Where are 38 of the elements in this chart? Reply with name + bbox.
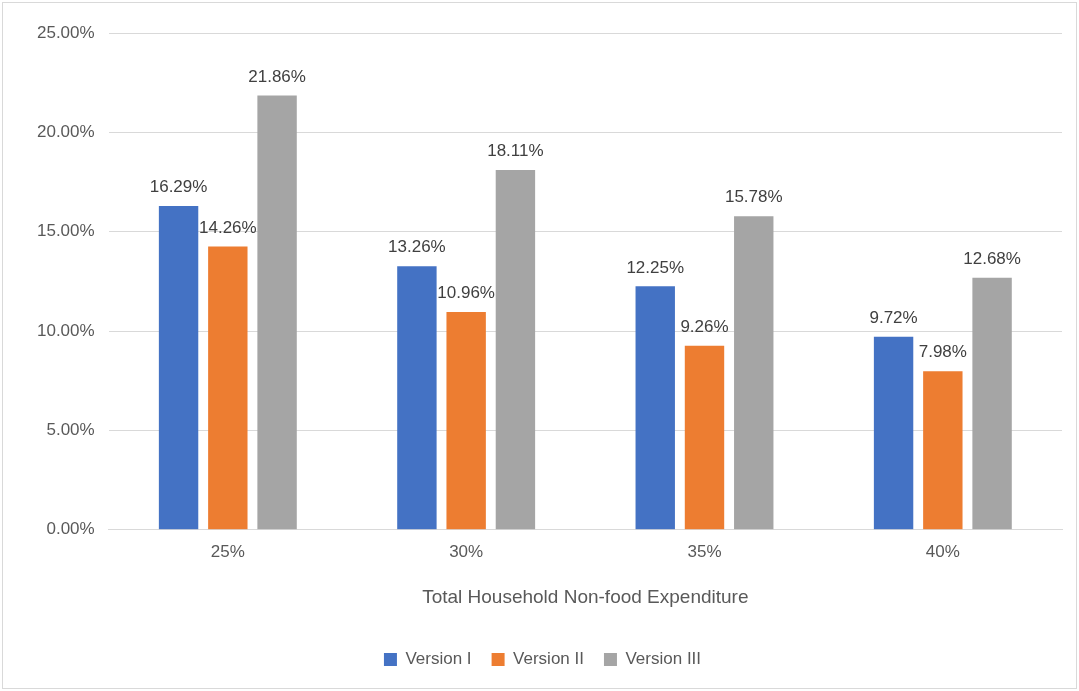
y-tick-label: 5.00% — [46, 420, 95, 440]
bar — [158, 206, 199, 530]
legend-label: Version II — [513, 649, 584, 669]
bar — [923, 371, 963, 530]
x-tick-label: 25% — [210, 541, 245, 561]
x-axis-title: Total Household Non-food Expenditure — [422, 585, 749, 607]
data-label: 7.98% — [918, 342, 967, 362]
y-tick-label: 15.00% — [36, 221, 95, 241]
legend-label: Version I — [405, 649, 472, 669]
bar — [972, 277, 1012, 530]
data-label: 18.11% — [487, 141, 544, 161]
y-tick-label: 0.00% — [46, 519, 95, 539]
data-label: 9.72% — [869, 307, 918, 327]
x-tick-label: 30% — [449, 541, 484, 561]
legend-label: Version III — [625, 649, 702, 669]
data-label: 13.26% — [388, 237, 446, 257]
y-tick-label: 10.00% — [36, 320, 95, 340]
data-label: 15.78% — [724, 187, 783, 207]
x-tick-label: 35% — [687, 541, 722, 561]
bar — [734, 216, 774, 530]
data-label: 10.96% — [437, 283, 495, 303]
bar — [495, 169, 536, 530]
data-label: 12.68% — [963, 249, 1021, 269]
data-label: 16.29% — [149, 177, 208, 197]
y-tick-label: 20.00% — [36, 122, 95, 142]
data-label: 12.25% — [626, 257, 685, 277]
bar — [446, 312, 486, 530]
bar — [208, 246, 248, 530]
bar — [257, 95, 297, 530]
bar — [635, 286, 675, 530]
bar — [684, 345, 725, 530]
bar — [873, 336, 914, 530]
data-label: 14.26% — [198, 217, 257, 237]
data-label: 9.26% — [680, 316, 729, 336]
x-tick-label: 40% — [925, 541, 960, 561]
bar — [397, 266, 437, 530]
y-tick-label: 25.00% — [36, 22, 95, 42]
data-label: 21.86% — [248, 66, 306, 86]
